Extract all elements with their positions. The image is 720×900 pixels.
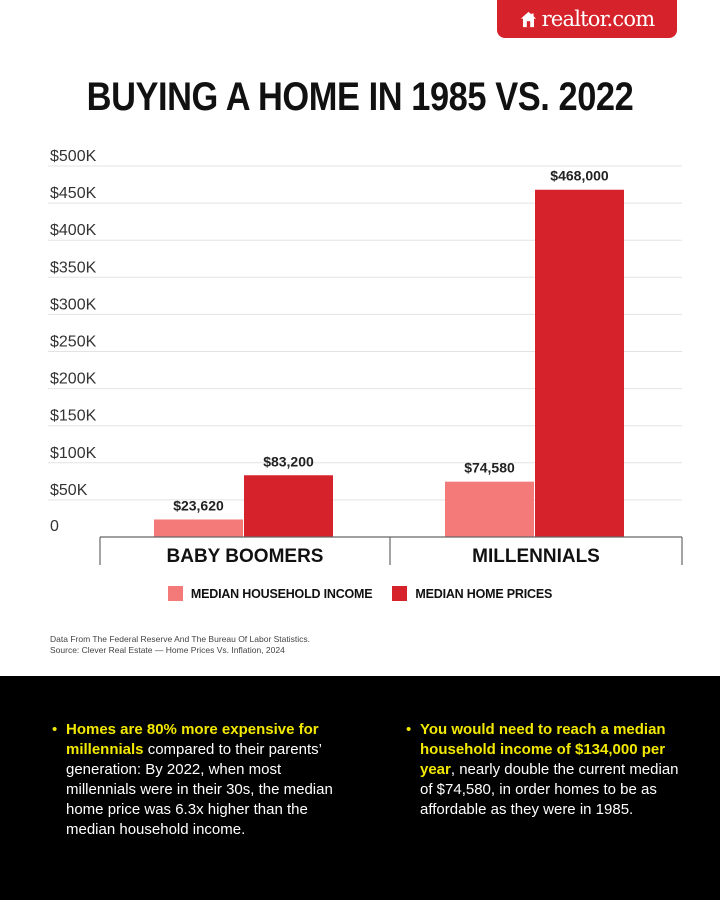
bullet-left-highlight: Homes are 80% more expensive for millenn… xyxy=(66,721,319,758)
brand-name: realtor.com xyxy=(541,7,656,31)
y-tick-label: $200K xyxy=(50,371,97,388)
info-panel: • Homes are 80% more expensive for mille… xyxy=(0,676,720,900)
legend-swatch-prices xyxy=(392,586,408,601)
grid-lines xyxy=(48,165,682,501)
value-labels: $23,620 $83,200 $74,580 $468,000 xyxy=(173,168,609,514)
bullet-right-text: , nearly double the current median of $7… xyxy=(420,761,679,818)
bullet-marker-left: • xyxy=(52,721,58,738)
source-line-2: Source: Clever Real Estate — Home Prices… xyxy=(50,645,285,655)
bar xyxy=(244,475,333,537)
data-label: $23,620 xyxy=(173,497,224,513)
y-tick-label: $100K xyxy=(50,445,97,462)
legend-label-income: MEDIAN HOUSEHOLD INCOME xyxy=(190,586,373,601)
data-label: $74,580 xyxy=(464,460,515,476)
legend-item-prices: MEDIAN HOME PRICES xyxy=(392,586,552,601)
source-note: Data From The Federal Reserve And The Bu… xyxy=(50,634,310,656)
y-tick-label: $450K xyxy=(50,185,97,202)
bar xyxy=(535,189,624,537)
bullet-left-text: compared to their parents’ generation: B… xyxy=(66,741,333,838)
y-tick-label: 0 xyxy=(50,518,59,535)
y-axis-ticks: 0 $50K $100K $150K $200K $250K $300K $350K $400K… xyxy=(50,148,97,535)
house-icon xyxy=(520,11,536,27)
y-tick-label: $350K xyxy=(50,259,97,276)
y-tick-label: $250K xyxy=(50,334,97,351)
legend-swatch-income xyxy=(167,586,183,601)
bullet-right: • You would need to reach a median house… xyxy=(406,720,682,820)
bullet-left: • Homes are 80% more expensive for mille… xyxy=(52,720,344,840)
source-line-1: Data From The Federal Reserve And The Bu… xyxy=(50,634,311,644)
bars xyxy=(154,189,624,537)
y-tick-label: $150K xyxy=(50,408,97,425)
bullet-right-highlight: You would need to reach a median househo… xyxy=(420,721,666,778)
data-label: $468,000 xyxy=(550,168,609,184)
legend-item-income: MEDIAN HOUSEHOLD INCOME xyxy=(167,586,373,601)
x-axis-categories: BABY BOOMERS MILLENNIALS xyxy=(167,546,600,567)
realtor-logo: realtor.com xyxy=(497,0,677,38)
x-tick-label: BABY BOOMERS xyxy=(167,546,324,567)
bar xyxy=(154,519,243,537)
y-tick-label: $400K xyxy=(50,222,97,239)
y-tick-label: $500K xyxy=(50,148,97,165)
y-tick-label: $300K xyxy=(50,296,97,313)
page-title: BUYING A HOME IN 1985 VS. 2022 xyxy=(86,75,634,119)
bar-chart: 0 $50K $100K $150K $200K $250K $300K $350K $400K… xyxy=(48,148,683,567)
legend-label-prices: MEDIAN HOME PRICES xyxy=(415,586,553,601)
y-tick-label: $50K xyxy=(50,482,88,499)
x-tick-label: MILLENNIALS xyxy=(472,546,600,567)
bullet-marker-right: • xyxy=(406,721,412,738)
bar xyxy=(445,481,534,537)
x-axis xyxy=(99,536,683,565)
data-label: $83,200 xyxy=(263,453,314,469)
chart-legend: MEDIAN HOUSEHOLD INCOME MEDIAN HOME PRIC… xyxy=(0,586,720,601)
